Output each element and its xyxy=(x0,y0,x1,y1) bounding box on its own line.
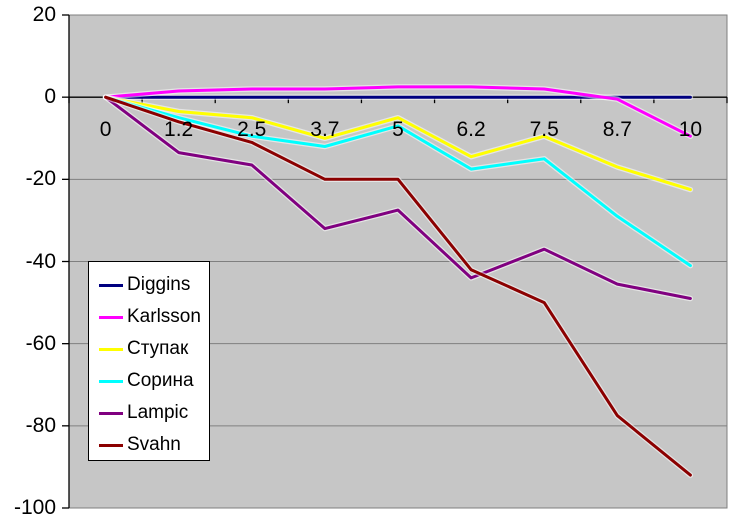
series-line-Karlsson xyxy=(104,85,692,138)
x-tick-label: 10 xyxy=(678,118,703,141)
legend-item-ступак: Ступак xyxy=(89,333,209,365)
legend: Diggins Karlsson Ступак Сорина Lampic Svahn xyxy=(88,261,210,461)
legend-item-svahn: Svahn xyxy=(89,429,209,461)
series-line-Svahn xyxy=(104,95,692,477)
series-line-Ступак xyxy=(104,95,692,192)
legend-label: Сорина xyxy=(127,370,194,391)
legend-item-сорина: Сорина xyxy=(89,365,209,397)
legend-swatch-icon xyxy=(99,283,123,287)
legend-swatch-icon xyxy=(99,411,123,415)
legend-swatch-icon xyxy=(99,315,123,319)
x-tick-label: 3.7 xyxy=(310,118,340,141)
series-line-Lampic xyxy=(104,95,692,300)
legend-label: Lampic xyxy=(127,402,189,423)
legend-item-karlsson: Karlsson xyxy=(89,301,209,333)
y-tick-label: -100 xyxy=(13,496,56,519)
legend-label: Diggins xyxy=(127,274,191,295)
x-tick-label: 6.2 xyxy=(456,118,486,141)
series-line-Сорина xyxy=(104,95,692,268)
legend-item-diggins: Diggins xyxy=(89,269,209,301)
legend-swatch-icon xyxy=(99,379,123,383)
x-tick-label: 2.5 xyxy=(237,118,267,141)
y-tick-label: 0 xyxy=(44,85,56,109)
x-tick-label: 5 xyxy=(392,118,404,141)
legend-item-lampic: Lampic xyxy=(89,397,209,429)
x-tick-label: 8.7 xyxy=(602,118,632,141)
y-tick-label: -60 xyxy=(25,331,56,355)
y-tick-label: -20 xyxy=(25,167,56,191)
legend-label: Karlsson xyxy=(127,306,201,327)
legend-label: Svahn xyxy=(127,434,181,455)
x-tick-label: 7.5 xyxy=(529,118,559,141)
x-tick-label: 0 xyxy=(99,118,112,141)
legend-swatch-icon xyxy=(99,443,123,447)
x-tick-label: 1.2 xyxy=(164,118,194,141)
y-tick-label: -40 xyxy=(25,249,56,273)
legend-swatch-icon xyxy=(99,347,123,351)
legend-label: Ступак xyxy=(127,338,189,359)
y-tick-label: -80 xyxy=(25,413,56,437)
y-tick-label: 20 xyxy=(32,3,56,26)
